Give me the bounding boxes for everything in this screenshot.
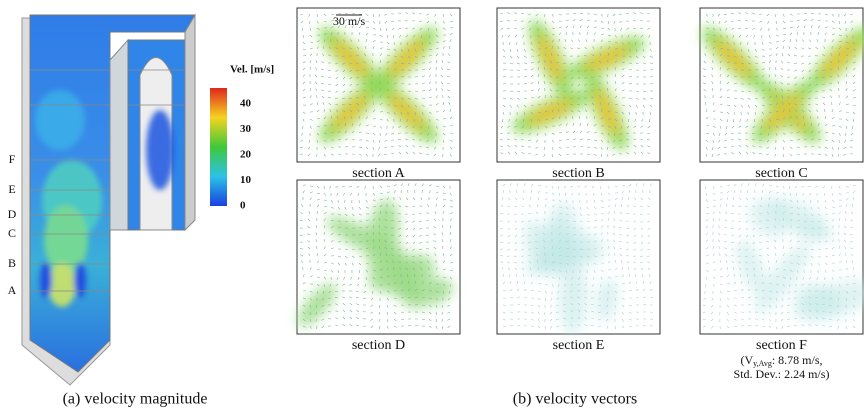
section-panel: section B xyxy=(497,8,660,181)
section-label: section B xyxy=(552,166,605,181)
colorbar-title: Vel. [m/s] xyxy=(230,64,274,76)
section-panel: section E xyxy=(497,180,660,353)
colorbar-tick-label: 0 xyxy=(240,200,246,212)
figure: F EDC BA Vel. [m/s] 40 30 20 10 0 (a) velocity… xyxy=(0,0,864,413)
colorbar-tick-label: 30 xyxy=(240,123,252,135)
panel-frame xyxy=(700,8,863,162)
section-panels: section A section B section C section D sect… xyxy=(291,8,864,381)
section-panel: section A xyxy=(297,8,460,181)
section-label: section A xyxy=(352,166,405,181)
colorbar-tick-label: 20 xyxy=(240,149,252,161)
note-part: (V xyxy=(740,353,753,367)
section-note: Std. Dev.: 2.24 m/s) xyxy=(734,367,830,381)
section-label: section E xyxy=(553,338,605,353)
section-label: section F xyxy=(756,338,807,353)
caption-b: (b) velocity vectors xyxy=(513,391,637,408)
colorbar xyxy=(210,88,227,206)
section-label: section D xyxy=(352,338,405,353)
level-label: C xyxy=(8,226,16,240)
panel-frame xyxy=(497,8,660,162)
section-panel: section D xyxy=(291,180,460,353)
level-label: E xyxy=(8,182,15,196)
scale-label: 30 m/s xyxy=(333,14,366,28)
level-label: A xyxy=(8,283,17,297)
colorbar-tick-label: 40 xyxy=(240,98,252,110)
level-label: B xyxy=(8,256,16,270)
colorbar-ticks: 40 30 20 10 0 xyxy=(240,98,252,212)
boiler-drawing xyxy=(22,15,195,385)
level-label: D xyxy=(8,207,17,221)
section-panel: section C xyxy=(695,8,864,181)
level-labels: F EDC BA xyxy=(8,152,17,297)
section-label: section C xyxy=(755,166,808,181)
caption-a: (a) velocity magnitude xyxy=(63,391,208,408)
section-note: (Vy,Avg: 8.78 m/s, xyxy=(740,353,822,368)
level-label: F xyxy=(9,152,16,166)
section-panel: section F(Vy,Avg: 8.78 m/s,Std. Dev.: 2.… xyxy=(700,180,864,381)
page: {"left": {"caption": "(a) velocity magni… xyxy=(0,0,864,413)
note-part: : 8.78 m/s, xyxy=(772,353,823,367)
colorbar-tick-label: 10 xyxy=(240,174,252,186)
